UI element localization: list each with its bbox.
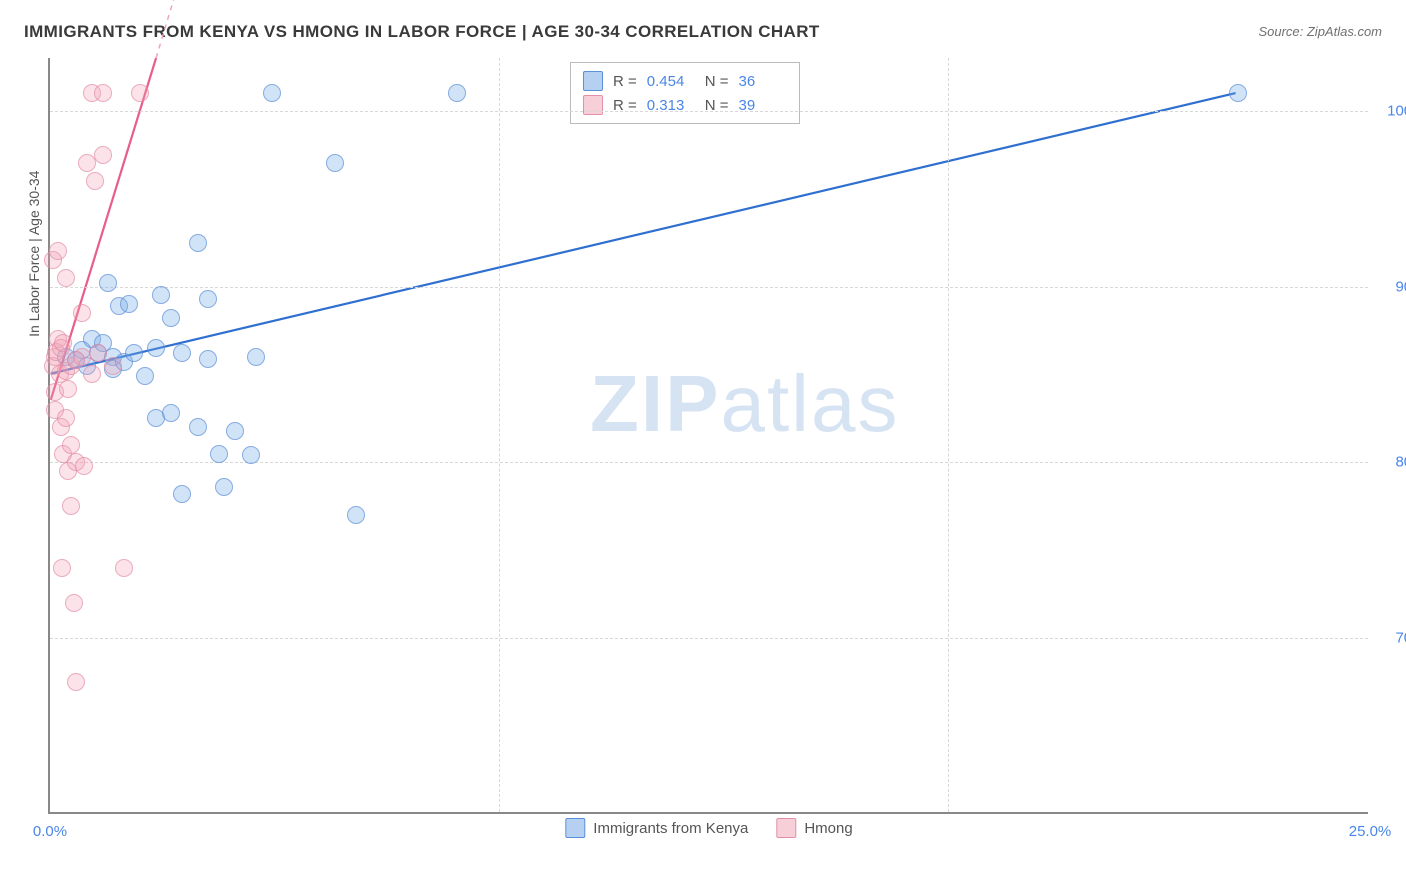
data-point — [1229, 84, 1247, 102]
y-tick-label: 70.0% — [1378, 630, 1406, 647]
data-point — [173, 485, 191, 503]
data-point — [94, 146, 112, 164]
data-point — [125, 344, 143, 362]
legend-item: Hmong — [776, 818, 852, 838]
bottom-legend: Immigrants from Kenya Hmong — [565, 818, 852, 838]
swatch-pink — [583, 95, 603, 115]
data-point — [86, 172, 104, 190]
data-point — [347, 506, 365, 524]
data-point — [326, 154, 344, 172]
data-point — [83, 365, 101, 383]
trend-lines-layer — [50, 58, 1368, 812]
stat-row: R = 0.454 N = 36 — [583, 69, 787, 93]
data-point — [73, 304, 91, 322]
data-point — [89, 344, 107, 362]
data-point — [104, 357, 122, 375]
data-point — [65, 594, 83, 612]
correlation-stat-box: R = 0.454 N = 36 R = 0.313 N = 39 — [570, 62, 800, 124]
y-tick-label: 80.0% — [1378, 454, 1406, 471]
data-point — [215, 478, 233, 496]
data-point — [448, 84, 466, 102]
swatch-pink — [776, 818, 796, 838]
data-point — [162, 404, 180, 422]
data-point — [136, 367, 154, 385]
swatch-blue — [583, 71, 603, 91]
legend-item: Immigrants from Kenya — [565, 818, 748, 838]
data-point — [263, 84, 281, 102]
x-tick-label: 25.0% — [1349, 823, 1392, 840]
data-point — [210, 445, 228, 463]
data-point — [247, 348, 265, 366]
data-point — [162, 309, 180, 327]
stat-row: R = 0.313 N = 39 — [583, 93, 787, 117]
data-point — [54, 334, 72, 352]
swatch-blue — [565, 818, 585, 838]
data-point — [199, 290, 217, 308]
data-point — [242, 446, 260, 464]
gridline-h — [50, 638, 1368, 639]
data-point — [147, 339, 165, 357]
n-value: 36 — [739, 73, 787, 90]
data-point — [189, 234, 207, 252]
y-tick-label: 90.0% — [1378, 278, 1406, 295]
data-point — [53, 559, 71, 577]
y-axis-label: In Labor Force | Age 30-34 — [26, 171, 42, 337]
data-point — [75, 457, 93, 475]
n-label: N = — [705, 73, 729, 90]
r-value: 0.454 — [647, 73, 695, 90]
data-point — [94, 84, 112, 102]
data-point — [57, 269, 75, 287]
data-point — [49, 242, 67, 260]
x-tick-label: 0.0% — [33, 823, 67, 840]
source-attribution: Source: ZipAtlas.com — [1258, 24, 1382, 39]
y-tick-label: 100.0% — [1378, 102, 1406, 119]
data-point — [67, 673, 85, 691]
data-point — [120, 295, 138, 313]
data-point — [57, 409, 75, 427]
page-title: IMMIGRANTS FROM KENYA VS HMONG IN LABOR … — [24, 22, 820, 42]
data-point — [131, 84, 149, 102]
legend-label: Immigrants from Kenya — [593, 820, 748, 837]
data-point — [226, 422, 244, 440]
data-point — [152, 286, 170, 304]
data-point — [62, 497, 80, 515]
data-point — [99, 274, 117, 292]
legend-label: Hmong — [804, 820, 852, 837]
data-point — [173, 344, 191, 362]
scatter-plot: ZIPatlas R = 0.454 N = 36 R = 0.313 N = … — [48, 58, 1368, 814]
gridline-h — [50, 111, 1368, 112]
data-point — [59, 380, 77, 398]
gridline-v — [499, 58, 500, 812]
gridline-h — [50, 287, 1368, 288]
gridline-v — [948, 58, 949, 812]
data-point — [189, 418, 207, 436]
trend-line — [51, 93, 1236, 374]
data-point — [115, 559, 133, 577]
r-label: R = — [613, 73, 637, 90]
data-point — [199, 350, 217, 368]
data-point — [62, 436, 80, 454]
